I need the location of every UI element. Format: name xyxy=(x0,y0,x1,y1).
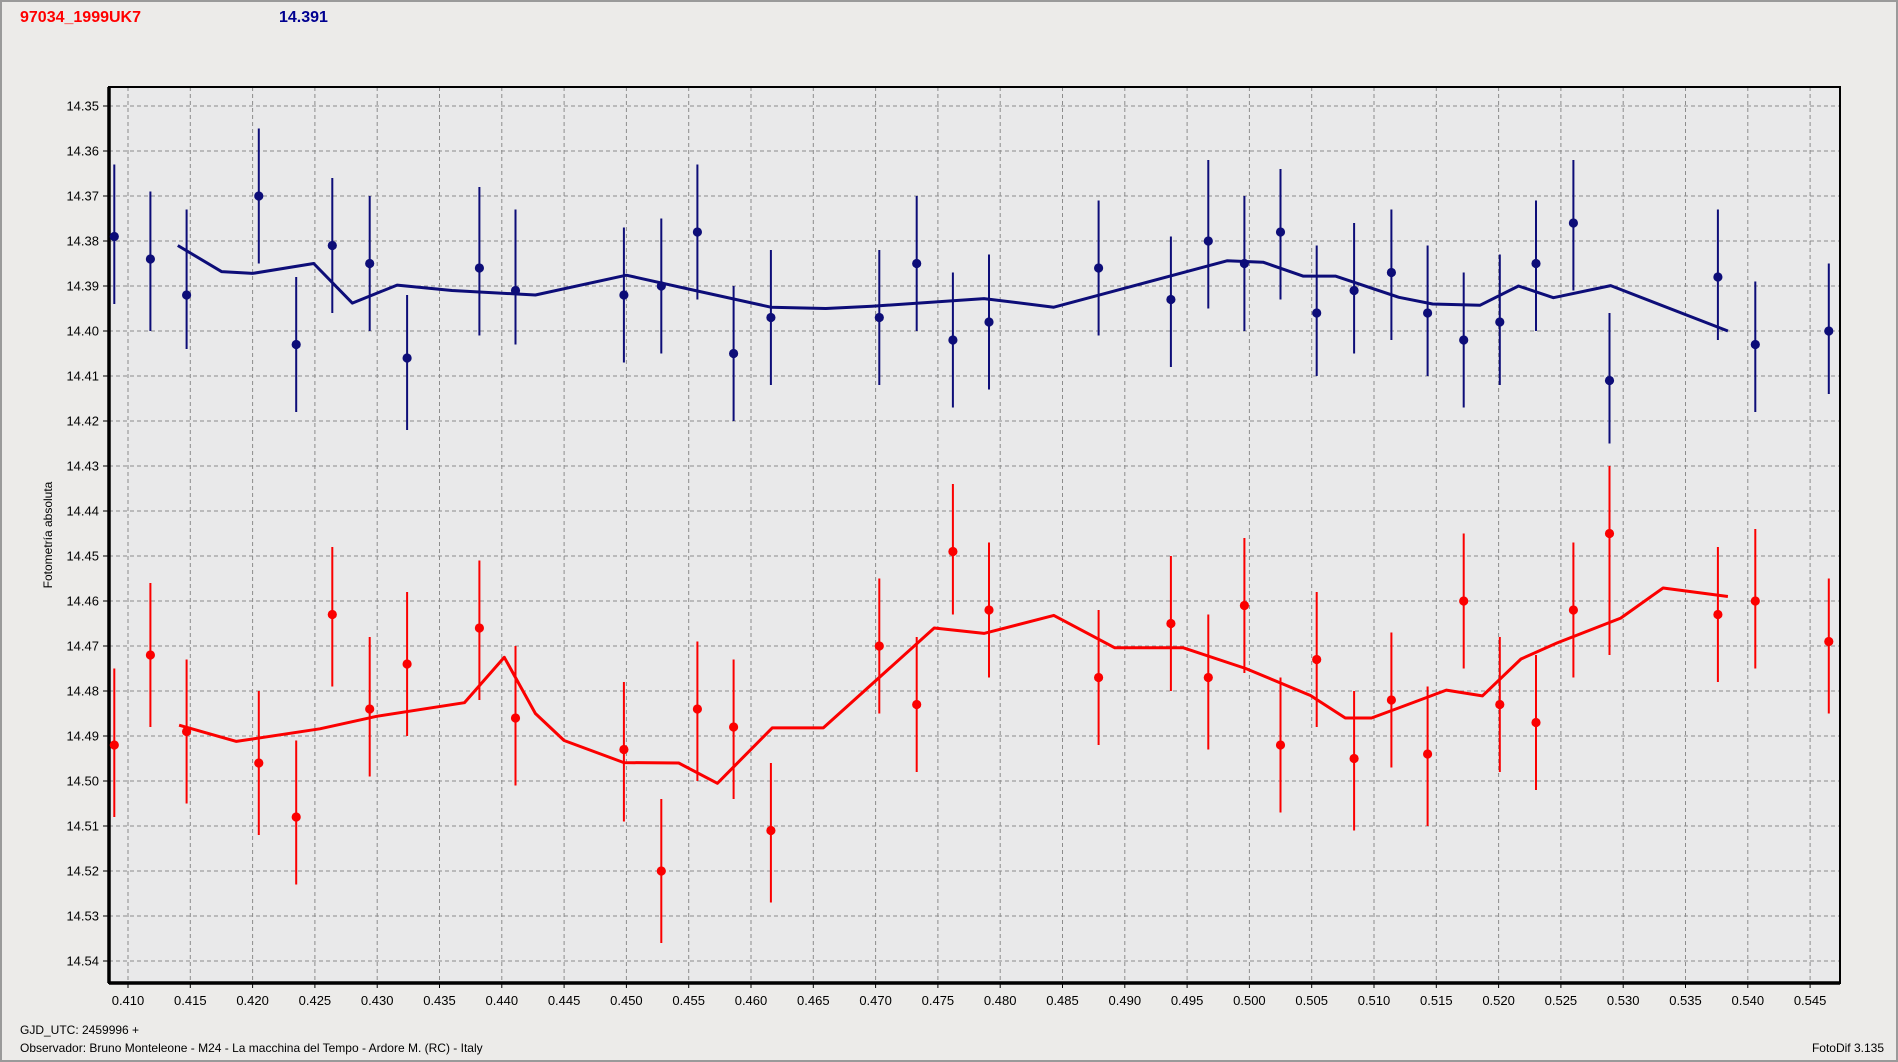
svg-text:0.480: 0.480 xyxy=(984,993,1017,1008)
svg-text:0.495: 0.495 xyxy=(1171,993,1204,1008)
svg-text:14.41: 14.41 xyxy=(66,369,99,384)
svg-text:0.545: 0.545 xyxy=(1794,993,1827,1008)
red-series-points xyxy=(109,528,1834,876)
blue-series-points xyxy=(109,191,1834,386)
svg-text:0.540: 0.540 xyxy=(1732,993,1765,1008)
svg-text:0.505: 0.505 xyxy=(1295,993,1328,1008)
x-tick-labels: 0.410 0.415 0.420 0.425 0.430 0.435 0.440 0.445… xyxy=(112,993,1827,1008)
svg-text:0.475: 0.475 xyxy=(922,993,955,1008)
svg-text:14.50: 14.50 xyxy=(66,774,99,789)
svg-text:14.43: 14.43 xyxy=(66,459,99,474)
svg-text:14.45: 14.45 xyxy=(66,549,99,564)
svg-text:14.51: 14.51 xyxy=(66,819,99,834)
svg-text:0.425: 0.425 xyxy=(299,993,332,1008)
svg-text:14.37: 14.37 xyxy=(66,189,99,204)
svg-text:0.455: 0.455 xyxy=(672,993,705,1008)
svg-text:14.49: 14.49 xyxy=(66,729,99,744)
svg-text:14.35: 14.35 xyxy=(66,99,99,114)
svg-text:14.52: 14.52 xyxy=(66,864,99,879)
svg-text:0.445: 0.445 xyxy=(548,993,581,1008)
svg-text:14.38: 14.38 xyxy=(66,234,99,249)
red-series-fit-line xyxy=(178,586,1729,785)
svg-text:14.40: 14.40 xyxy=(66,324,99,339)
svg-text:0.435: 0.435 xyxy=(423,993,456,1008)
svg-text:0.525: 0.525 xyxy=(1545,993,1578,1008)
blue-series-fit-line xyxy=(177,244,1729,333)
plot-area xyxy=(109,87,1840,983)
app-version: FotoDif 3.135 xyxy=(1811,1041,1884,1055)
y-axis-title: Fotometría absoluta xyxy=(41,481,55,589)
observer-credit: Observador: Bruno Monteleone - M24 - La … xyxy=(20,1041,483,1055)
svg-text:0.510: 0.510 xyxy=(1358,993,1391,1008)
object-designation: 97034_1999UK7 xyxy=(20,9,141,26)
svg-text:0.410: 0.410 xyxy=(112,993,145,1008)
svg-text:0.465: 0.465 xyxy=(797,993,830,1008)
svg-text:0.485: 0.485 xyxy=(1046,993,1079,1008)
svg-text:0.470: 0.470 xyxy=(859,993,892,1008)
svg-text:14.36: 14.36 xyxy=(66,144,99,159)
svg-text:14.53: 14.53 xyxy=(66,909,99,924)
svg-text:0.420: 0.420 xyxy=(236,993,269,1008)
svg-text:14.54: 14.54 xyxy=(66,954,99,969)
svg-text:14.48: 14.48 xyxy=(66,684,99,699)
svg-text:0.430: 0.430 xyxy=(361,993,394,1008)
svg-text:14.47: 14.47 xyxy=(66,639,99,654)
svg-text:0.460: 0.460 xyxy=(735,993,768,1008)
svg-text:0.450: 0.450 xyxy=(610,993,643,1008)
mean-magnitude-value: 14.391 xyxy=(279,9,328,26)
svg-text:0.415: 0.415 xyxy=(174,993,207,1008)
svg-text:0.490: 0.490 xyxy=(1109,993,1142,1008)
svg-text:0.535: 0.535 xyxy=(1669,993,1702,1008)
svg-text:0.515: 0.515 xyxy=(1420,993,1453,1008)
svg-text:0.440: 0.440 xyxy=(486,993,519,1008)
svg-text:14.44: 14.44 xyxy=(66,504,99,519)
y-tick-labels: 14.35 14.36 14.37 14.38 14.39 14.40 14.41 14.42… xyxy=(66,99,99,969)
svg-text:14.42: 14.42 xyxy=(66,414,99,429)
svg-text:0.500: 0.500 xyxy=(1233,993,1266,1008)
svg-text:14.39: 14.39 xyxy=(66,279,99,294)
svg-text:0.530: 0.530 xyxy=(1607,993,1640,1008)
svg-text:0.520: 0.520 xyxy=(1482,993,1515,1008)
gjd-utc-label: GJD_UTC: 2459996 + xyxy=(20,1023,140,1037)
svg-text:14.46: 14.46 xyxy=(66,594,99,609)
